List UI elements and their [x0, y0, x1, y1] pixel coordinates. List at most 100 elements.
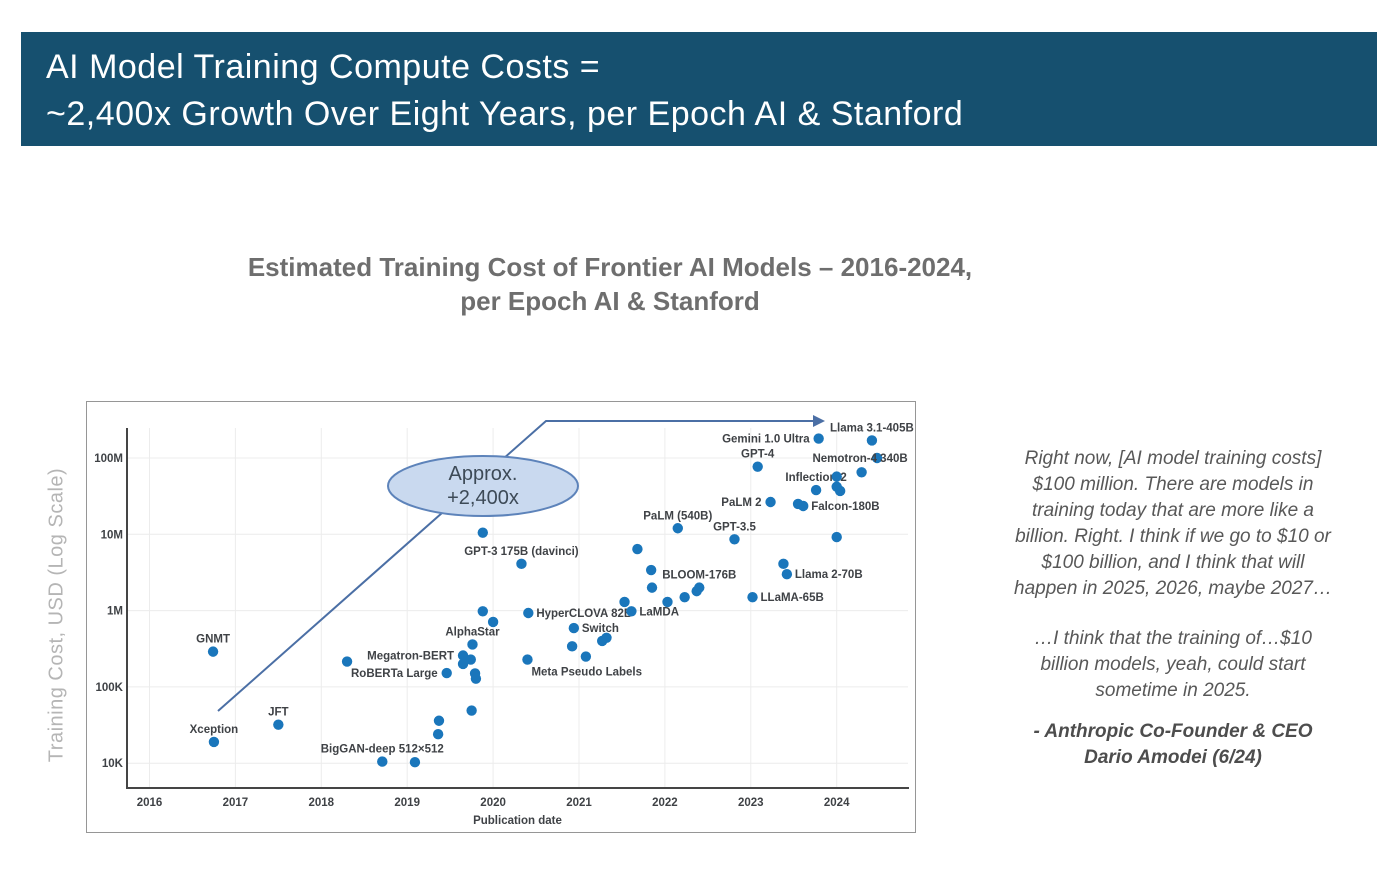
data-point [477, 606, 488, 617]
growth-annotation-line1: Approx. [449, 463, 518, 485]
quote-attribution-line1: - Anthropic Co-Founder & CEO [1033, 721, 1313, 742]
y-tick-label: 100K [96, 682, 124, 694]
data-point [729, 534, 740, 545]
quote-paragraph-2: …I think that the training of…$10 billio… [955, 626, 1391, 704]
x-tick-label: 2024 [824, 797, 850, 809]
data-point-label: RoBERTa Large [351, 668, 438, 680]
data-point [208, 736, 220, 748]
quote-line: $100 million. There are models in [1032, 474, 1314, 495]
data-point [781, 568, 793, 580]
y-tick-label: 1M [107, 606, 123, 618]
chart-title-line2: per Epoch AI & Stanford [460, 286, 760, 316]
data-point-label: HyperCLOVA 82B [536, 608, 632, 620]
quote-attribution-line2: Dario Amodei (6/24) [1084, 747, 1262, 768]
x-tick-label: 2022 [652, 797, 678, 809]
data-point-label: Megatron-BERT [367, 650, 454, 662]
x-tick-label: 2021 [566, 797, 592, 809]
data-point [273, 719, 284, 730]
data-point [619, 596, 630, 608]
data-point-label: Llama 3.1-405B [830, 422, 914, 434]
data-point [207, 646, 219, 657]
x-tick-label: 2017 [223, 797, 249, 809]
y-tick-label: 10M [101, 529, 123, 541]
y-axis-title: Training Cost, USD (Log Scale) [45, 467, 68, 763]
data-point [433, 715, 445, 726]
quote-line: training today that are more like a [1032, 500, 1314, 521]
data-point [866, 435, 878, 446]
data-point [871, 452, 883, 464]
data-point-label: Gemini 1.0 Ultra [722, 434, 810, 446]
data-point-label: Meta Pseudo Labels [531, 667, 642, 679]
data-point [487, 616, 499, 628]
scatter-figure: Approx. +2,400x 2016 2017 2018 2019 2020 2021 20… [86, 401, 916, 833]
chart-title: Estimated Training Cost of Frontier AI M… [240, 250, 980, 318]
data-point-label: LaMDA [639, 606, 679, 618]
data-point-label: Nemotron-4 340B [812, 453, 907, 465]
data-point-label: Xception [190, 724, 239, 736]
data-point [831, 471, 842, 482]
data-point [470, 673, 482, 684]
x-tick-label: 2020 [480, 797, 506, 809]
data-point-label: PaLM 2 [721, 497, 761, 509]
quote-line: billion. Right. I think if we go to $10 … [1015, 526, 1331, 547]
data-point [810, 484, 822, 496]
data-point-label: BLOOM-176B [662, 570, 736, 582]
quote-line: …I think that the training of…$10 [1034, 628, 1312, 649]
data-point [465, 654, 476, 665]
data-point-label: Switch [582, 623, 619, 635]
data-point-label: Falcon-180B [811, 501, 879, 513]
data-point [432, 728, 444, 740]
data-point [831, 531, 842, 543]
quote-line: happen in 2025, 2026, maybe 2027… [1014, 578, 1332, 599]
data-point-label: GPT-4 [741, 449, 775, 461]
data-point [672, 523, 683, 534]
data-point-label: Llama 2-70B [795, 569, 863, 581]
growth-annotation-line2: +2,400x [447, 487, 519, 509]
data-point-label: LLaMA-65B [761, 592, 824, 604]
data-point-label: GPT-3 175B (davinci) [464, 546, 579, 558]
quote-block: Right now, [AI model training costs] $10… [955, 446, 1391, 771]
data-point [834, 485, 846, 497]
data-point [813, 433, 824, 444]
data-point [341, 656, 353, 667]
scatter-chart-svg: Approx.+2,400x 2016 2017 2018 2019 2020 2021 20… [94, 415, 914, 827]
data-point [662, 596, 673, 608]
header-line2: ~2,400x Growth Over Eight Years, per Epo… [46, 95, 964, 133]
data-point [467, 639, 478, 650]
data-point [778, 558, 789, 570]
y-tick-label: 10K [102, 758, 124, 770]
data-point [856, 467, 867, 478]
chart-title-line1: Estimated Training Cost of Frontier AI M… [247, 252, 973, 282]
data-point-label: BigGAN-deep 512×512 [321, 744, 444, 756]
data-point [632, 543, 643, 555]
data-point [466, 705, 477, 716]
data-point [523, 607, 534, 619]
data-point [747, 591, 758, 603]
x-tick-label: 2016 [137, 797, 163, 809]
quote-line: billion models, yeah, could start [1040, 654, 1306, 675]
data-point [646, 582, 658, 593]
header-banner: AI Model Training Compute Costs = ~2,400… [21, 32, 1377, 146]
data-point [601, 632, 612, 644]
quote-line: $100 billion, and I think that will [1041, 552, 1305, 573]
data-point [568, 622, 580, 634]
data-point [522, 654, 533, 665]
quote-line: sometime in 2025. [1095, 680, 1251, 701]
data-point [477, 527, 488, 538]
data-point-label: GNMT [196, 634, 230, 646]
y-tick-label: 100M [94, 453, 123, 465]
data-point-label: GPT-3.5 [713, 521, 756, 533]
data-point [377, 756, 388, 767]
data-point [580, 651, 592, 662]
header-line1: AI Model Training Compute Costs = [46, 48, 601, 86]
data-point-label: PaLM (540B) [643, 510, 712, 522]
data-point [457, 650, 469, 661]
data-point [626, 606, 637, 617]
x-tick-label: 2023 [738, 797, 764, 809]
data-point [694, 582, 705, 593]
data-point [645, 564, 657, 576]
data-point-label: AlphaStar [445, 626, 500, 638]
x-tick-label: 2019 [394, 797, 420, 809]
x-axis-title: Publication date [473, 815, 562, 827]
growth-arrow-head [813, 415, 825, 427]
